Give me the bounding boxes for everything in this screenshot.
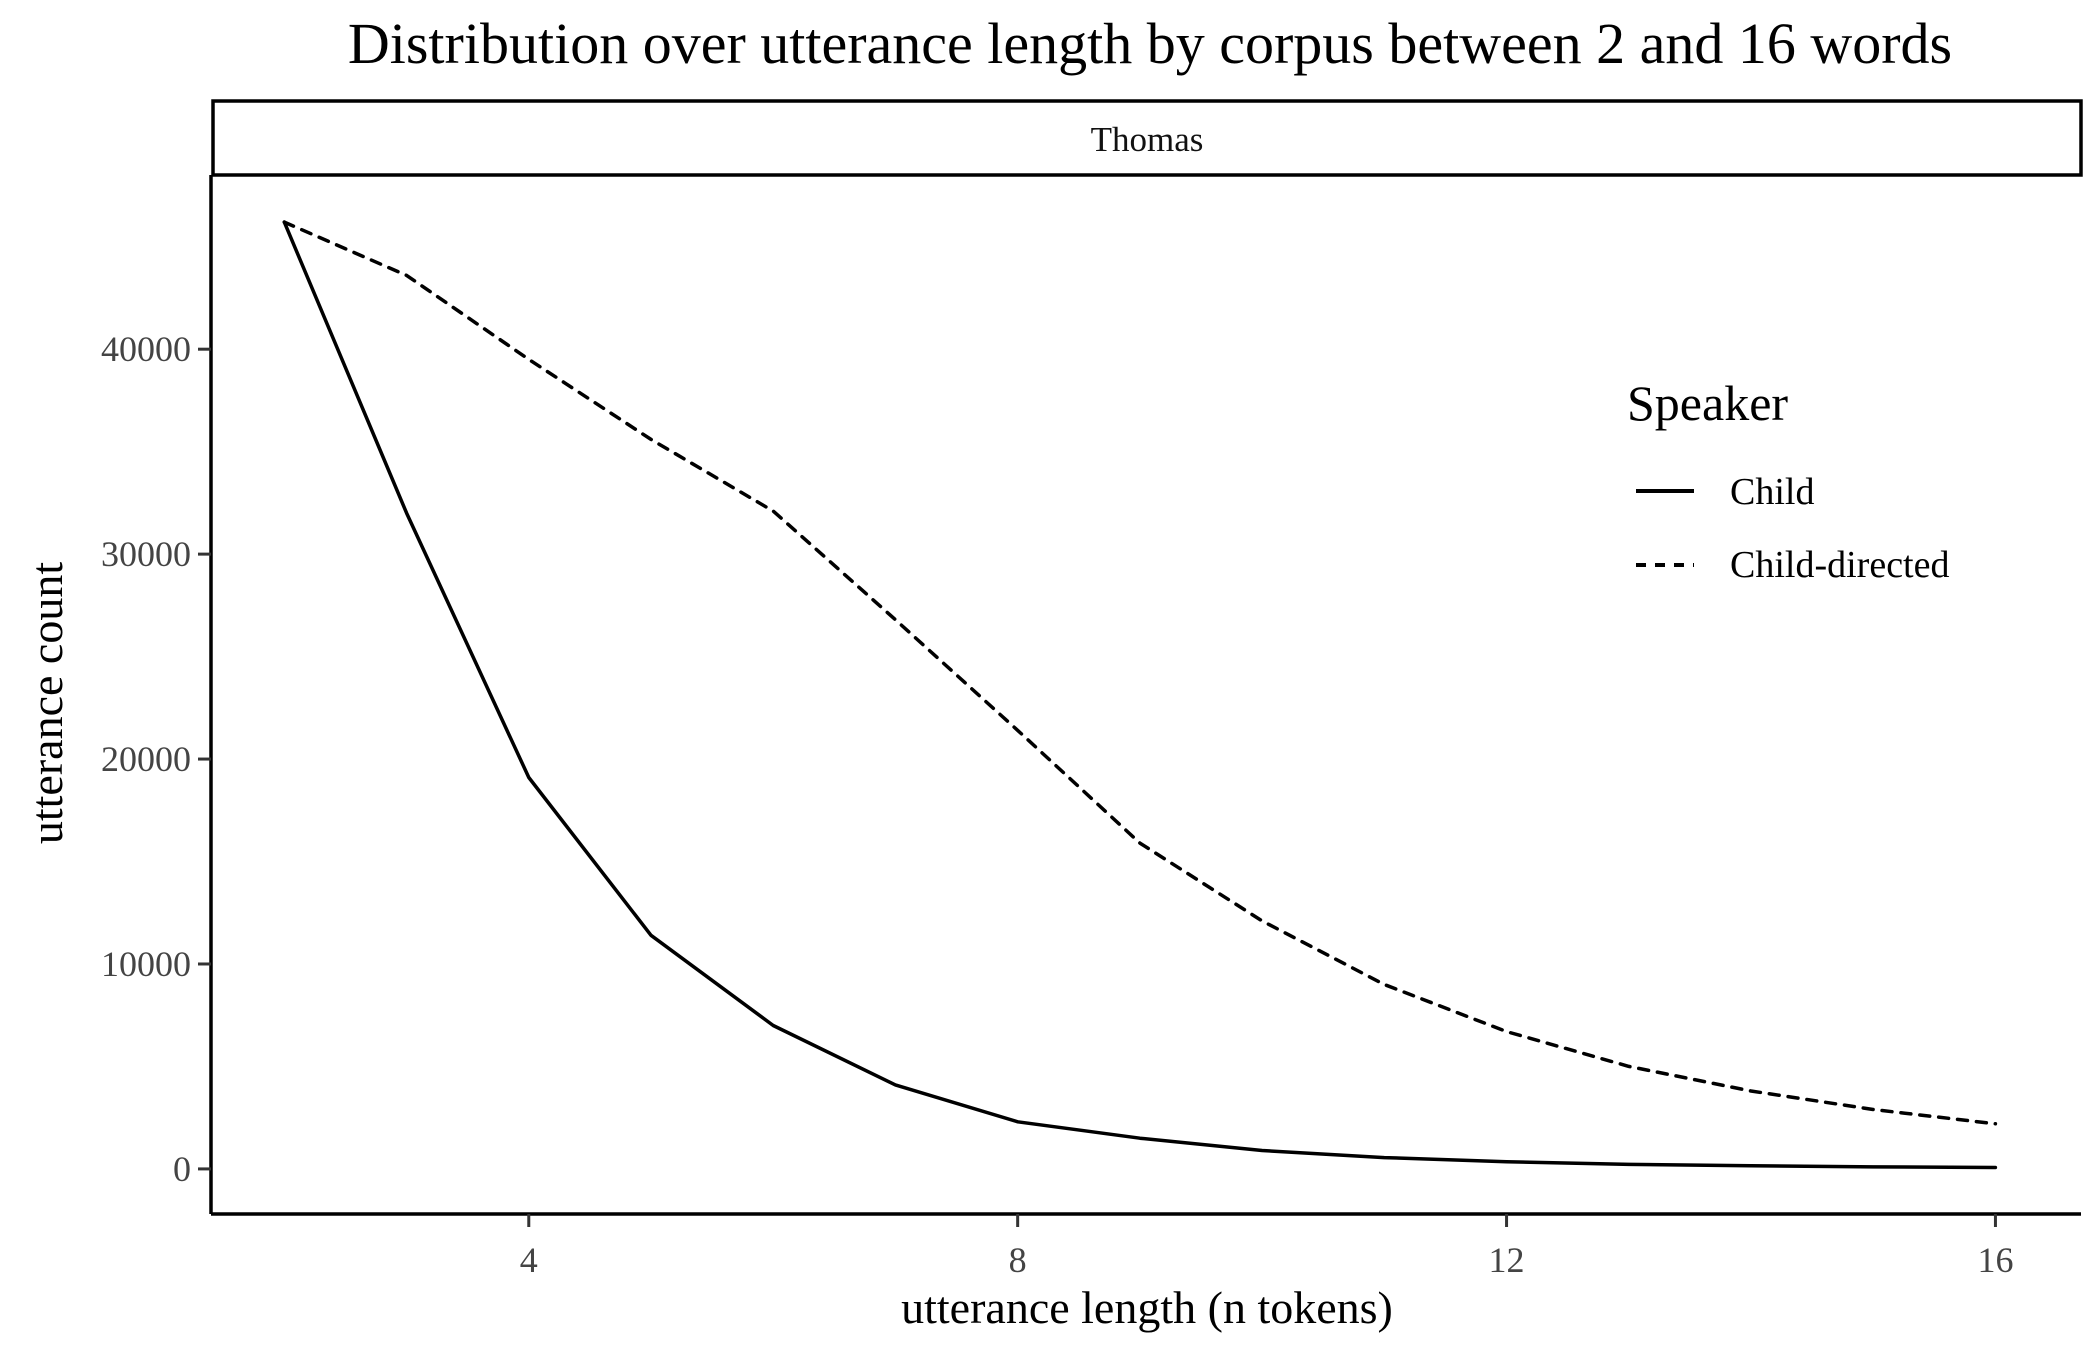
y-tick-label: 20000 [101, 739, 191, 779]
x-tick-label: 4 [520, 1240, 538, 1280]
y-tick-label: 30000 [101, 534, 191, 574]
x-ticks: 4 8 12 16 [520, 1214, 2013, 1280]
x-tick-label: 12 [1489, 1240, 1525, 1280]
series-lines [282, 220, 1998, 1170]
y-tick-label: 40000 [101, 329, 191, 369]
x-tick-label: 8 [1009, 1240, 1027, 1280]
y-ticks: 0 10000 20000 30000 40000 [101, 329, 211, 1189]
legend-title: Speaker [1627, 375, 1788, 431]
legend-label-child-directed: Child-directed [1730, 544, 1949, 586]
series-line-child-directed [282, 220, 1998, 1126]
x-axis-title: utterance length (n tokens) [901, 1282, 1393, 1333]
y-tick-label: 10000 [101, 944, 191, 984]
series-line-child [282, 220, 1998, 1170]
x-tick-label: 16 [1977, 1240, 2013, 1280]
chart-title: Distribution over utterance length by co… [348, 11, 1952, 76]
y-tick-label: 0 [173, 1149, 191, 1189]
legend-label-child: Child [1730, 471, 1814, 513]
facet-strip [211, 99, 2083, 177]
facet-label: Thomas [1091, 120, 1204, 159]
y-axis-title: utterance count [21, 562, 72, 844]
legend: Speaker Child Child-directed [1627, 375, 1949, 586]
